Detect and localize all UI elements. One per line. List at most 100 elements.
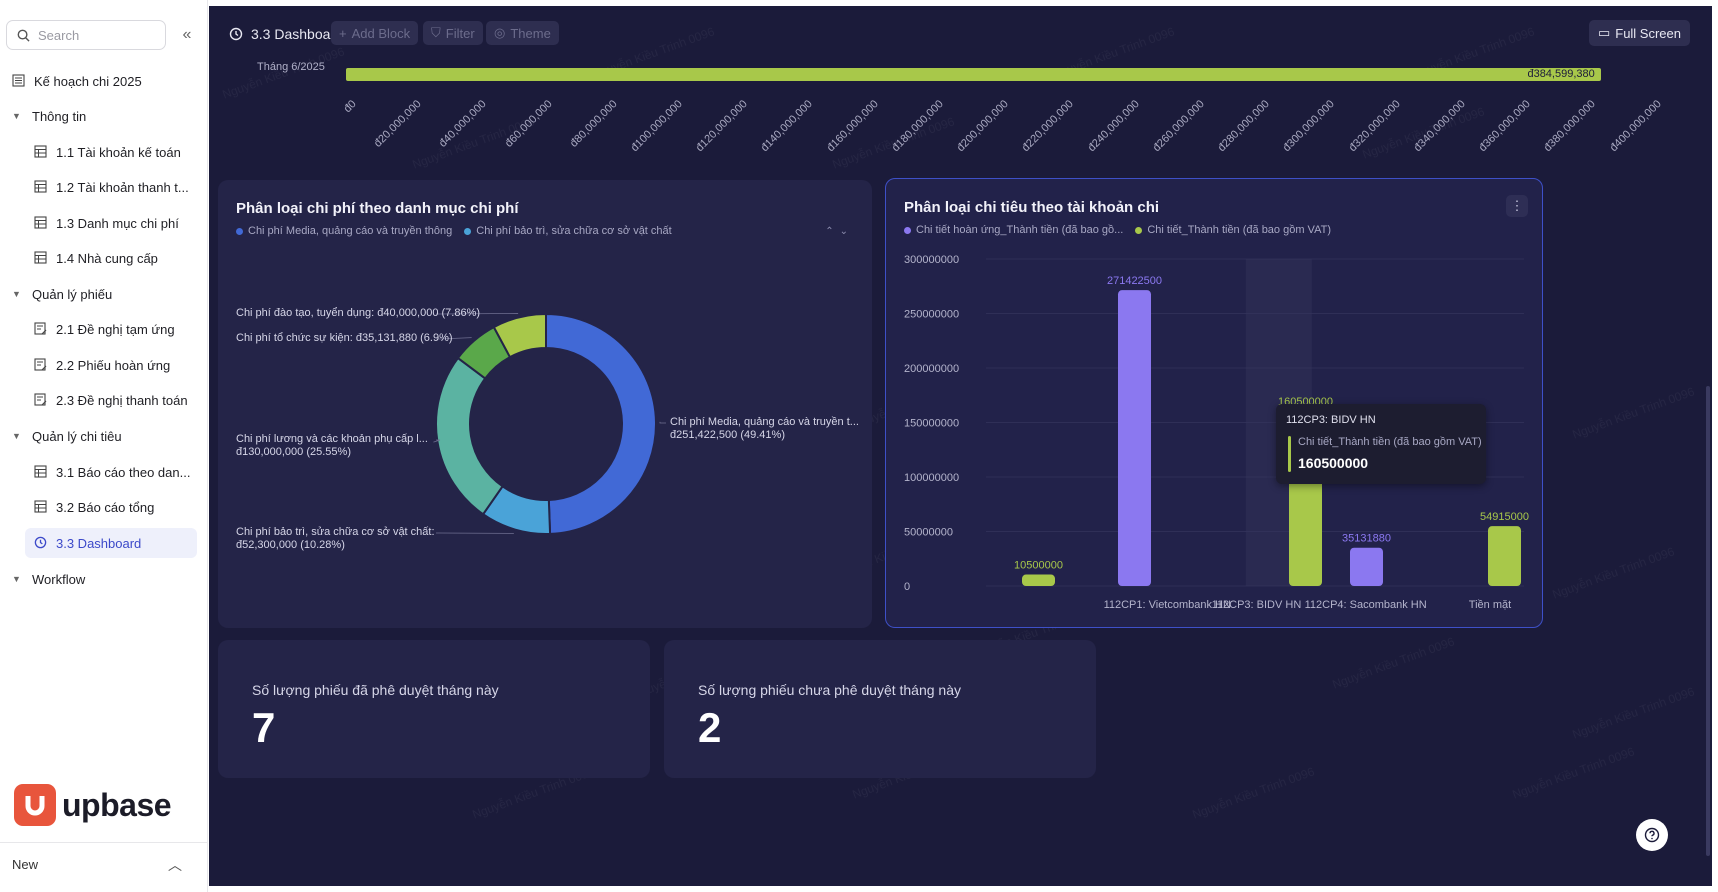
sidebar-item-8[interactable]: 2.2 Phiếu hoàn ứng — [34, 350, 170, 380]
donut-leader-line — [436, 313, 519, 315]
hbar-track: đ384,599,380 — [346, 68, 1651, 81]
dashboard-icon — [34, 536, 48, 550]
sidebar-item-7[interactable]: 2.1 Đề nghị tạm ứng — [34, 314, 175, 344]
tooltip-title: 112CP3: BIDV HN — [1286, 414, 1376, 426]
legend-item[interactable]: Chi phí Media, quảng cáo và truyền thông — [236, 225, 452, 237]
search-input[interactable]: Search — [6, 20, 166, 50]
legend-dot-icon — [1135, 226, 1143, 234]
sidebar-item-label: 1.4 Nhà cung cấp — [56, 250, 158, 266]
slice-value: đ130,000,000 (25.55%) — [236, 446, 351, 458]
sidebar-item-3[interactable]: 1.2 Tài khoản thanh t... — [34, 172, 189, 202]
x-tick-label: đ280,000,000 — [1215, 98, 1272, 155]
table-icon — [34, 465, 48, 479]
sidebar-group-6[interactable]: ▼ Quản lý phiếu — [12, 279, 112, 309]
sidebar-item-label: Kế hoạch chi 2025 — [34, 73, 142, 89]
legend-item[interactable]: Chi tiết_Thành tiền (đã bao gồm VAT) — [1135, 224, 1331, 236]
hbar-x-axis: đ0 đ20,000,000 đ40,000,000 đ60,000,000 đ80,0… — [209, 98, 1712, 168]
legend-item[interactable]: Chi phí bảo trì, sửa chữa cơ sở vật chất — [464, 225, 672, 237]
x-tick-label: đ260,000,000 — [1150, 98, 1207, 155]
sidebar-item-12[interactable]: 3.2 Báo cáo tổng — [34, 492, 154, 522]
doc-icon — [12, 74, 26, 88]
bar-data-label: 271422500 — [1107, 275, 1162, 287]
legend-label: Chi phí bảo trì, sửa chữa cơ sở vật chất — [476, 225, 672, 237]
add-block-button[interactable]: + Add Block — [331, 21, 419, 45]
x-tick-label: đ0 — [341, 98, 359, 116]
table-icon — [34, 500, 48, 514]
donut-slice-label: Chi phí đào tạo, tuyển dụng: đ40,000,000… — [236, 307, 480, 320]
filter-button[interactable]: ⛉ Filter — [423, 21, 483, 45]
pending-title: Số lượng phiếu chưa phê duyệt tháng này — [698, 682, 961, 698]
full-screen-button[interactable]: ▭ Full Screen — [1588, 20, 1690, 46]
legend-dot-icon — [904, 226, 911, 234]
plus-icon: + — [339, 25, 347, 41]
x-category-label: 112CP3: BIDV HN — [1212, 599, 1302, 611]
sidebar-item-label: Thông tin — [32, 108, 87, 124]
sidebar-footer[interactable]: New ︿ — [0, 842, 208, 886]
approved-value: 7 — [252, 704, 276, 751]
watermark-text: Nguyễn Kiều Trinh 0096 — [1330, 634, 1457, 692]
sidebar-item-4[interactable]: 1.3 Danh mục chi phí — [34, 208, 179, 238]
theme-button[interactable]: ◎ Theme — [486, 21, 559, 45]
palette-icon: ◎ — [494, 25, 506, 40]
form-icon — [34, 393, 48, 407]
watermark-text: Nguyễn Kiều Trinh 0096 — [1190, 764, 1317, 822]
x-tick-label: đ160,000,000 — [824, 98, 881, 155]
chart-bar[interactable] — [1350, 547, 1383, 586]
caret-down-icon[interactable]: ▼ — [12, 111, 21, 121]
sidebar-item-5[interactable]: 1.4 Nhà cung cấp — [34, 243, 158, 273]
search-icon — [17, 29, 30, 42]
sidebar: Search « Kế hoạch chi 2025 ▼ Thông tin 1.1 … — [0, 0, 208, 892]
form-icon — [34, 358, 48, 372]
table-icon — [34, 251, 48, 265]
tooltip-value: 160500000 — [1298, 455, 1369, 471]
sidebar-item-0[interactable]: Kế hoạch chi 2025 — [12, 66, 142, 96]
more-options-icon[interactable]: ⋮ — [1506, 195, 1528, 217]
sidebar-item-label: Quản lý phiếu — [32, 286, 113, 302]
sidebar-group-10[interactable]: ▼ Quản lý chi tiêu — [12, 421, 122, 451]
legend-pager-icon[interactable]: ⌃⌄ — [825, 226, 854, 237]
x-tick-label: đ120,000,000 — [693, 98, 750, 155]
upbase-logo-icon — [14, 784, 56, 826]
donut-leader-line — [659, 421, 666, 424]
chart-bar[interactable] — [1118, 290, 1151, 586]
chevron-up-icon[interactable]: ︿ — [168, 856, 182, 873]
donut-legend: Chi phí Media, quảng cáo và truyền thông… — [236, 225, 684, 237]
dashboard-clock-icon — [229, 27, 243, 41]
vertical-scrollbar[interactable] — [1706, 386, 1710, 856]
bar-legend: Chi tiết hoàn ứng_Thành tiền (đã bao gồ.… — [904, 224, 1343, 236]
hbar-bar[interactable]: đ384,599,380 — [346, 68, 1601, 81]
y-tick-label: 0 — [904, 581, 910, 593]
form-icon — [34, 322, 48, 336]
donut-slice[interactable] — [545, 312, 657, 535]
brand-logo: upbase — [14, 784, 172, 826]
sidebar-group-1[interactable]: ▼ Thông tin — [12, 101, 86, 131]
sidebar-item-9[interactable]: 2.3 Đề nghị thanh toán — [34, 385, 188, 415]
chart-bar[interactable] — [1488, 526, 1521, 586]
sidebar-item-label: 2.1 Đề nghị tạm ứng — [56, 321, 175, 337]
sidebar-item-2[interactable]: 1.1 Tài khoản kế toán — [34, 137, 181, 167]
caret-down-icon[interactable]: ▼ — [12, 574, 21, 584]
sidebar-item-11[interactable]: 3.1 Báo cáo theo dan... — [34, 457, 190, 487]
sidebar-item-label: Workflow — [32, 571, 86, 587]
chart-bar[interactable] — [1022, 574, 1055, 586]
bar-data-label: 35131880 — [1342, 533, 1391, 545]
y-tick-label: 150000000 — [904, 418, 959, 430]
bar-data-label: 54915000 — [1480, 511, 1529, 523]
legend-item[interactable]: Chi tiết hoàn ứng_Thành tiền (đã bao gồ.… — [904, 224, 1123, 236]
collapse-sidebar-icon[interactable]: « — [182, 26, 192, 43]
donut-slice-label: Chi phí lương và các khoản phụ cấp l... đ… — [236, 433, 428, 459]
x-category-label: Tiền mặt — [1469, 599, 1511, 611]
donut-slice[interactable] — [435, 356, 504, 516]
donut-slice[interactable] — [492, 312, 547, 359]
caret-down-icon[interactable]: ▼ — [12, 431, 21, 441]
slice-name: Chi phí bảo trì, sửa chữa cơ sở vật chất… — [236, 526, 435, 538]
y-tick-label: 250000000 — [904, 309, 959, 321]
help-button[interactable] — [1636, 819, 1668, 851]
sidebar-item-label: 3.1 Báo cáo theo dan... — [56, 464, 191, 480]
slice-name: Chi phí tổ chức sự kiện: — [236, 332, 353, 344]
sidebar-item-13[interactable]: 3.3 Dashboard — [25, 528, 197, 558]
caret-down-icon[interactable]: ▼ — [12, 289, 21, 299]
sidebar-group-14[interactable]: ▼ Workflow — [12, 564, 85, 594]
watermark-text: Nguyễn Kiều Trinh 0096 — [1570, 384, 1697, 442]
legend-label: Chi tiết_Thành tiền (đã bao gồm VAT) — [1147, 224, 1331, 236]
